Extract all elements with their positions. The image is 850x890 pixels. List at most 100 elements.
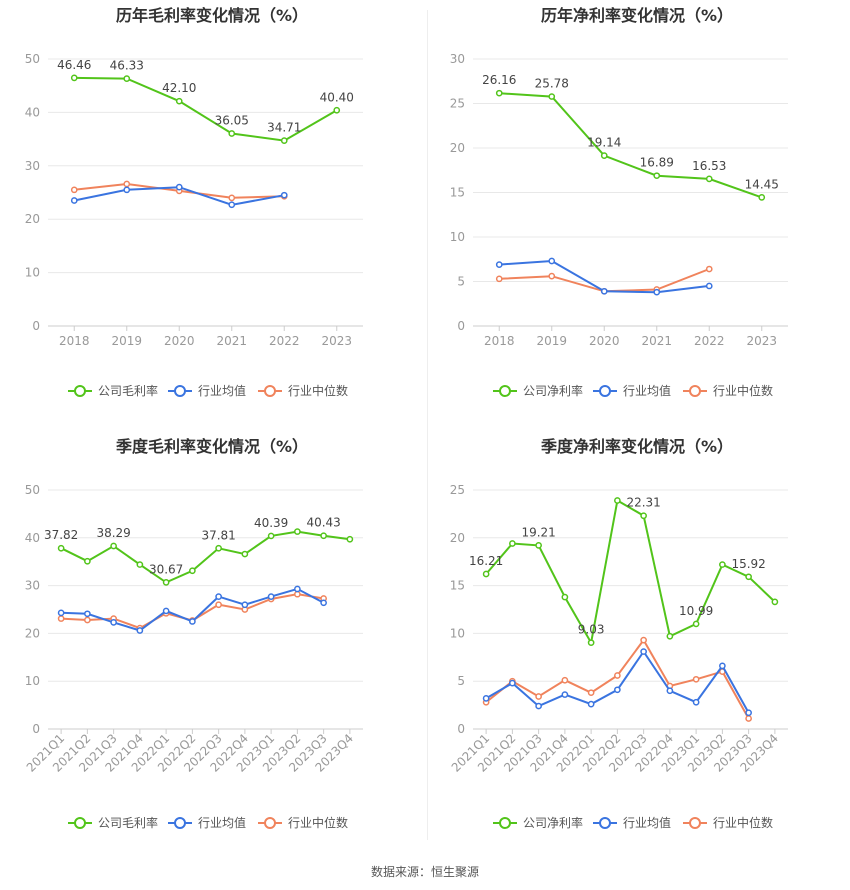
- y-tick-label: 0: [457, 319, 465, 333]
- data-point: [640, 636, 647, 644]
- data-point: [705, 282, 713, 290]
- legend-label: 行业中位数: [713, 383, 773, 398]
- legend-swatch-marker: [689, 817, 701, 829]
- data-label: 9.03: [578, 623, 605, 637]
- data-label: 40.40: [320, 90, 354, 104]
- series-line: [485, 649, 750, 714]
- data-label: 19.14: [587, 136, 621, 150]
- data-point: [320, 532, 327, 540]
- legend-label: 行业均值: [623, 383, 671, 398]
- legend-swatch-marker: [174, 817, 186, 829]
- data-point: [189, 618, 196, 625]
- y-tick-label: 50: [25, 52, 40, 66]
- x-tick-label: 2021: [641, 334, 672, 348]
- legend-label: 行业中位数: [713, 815, 773, 830]
- data-point: [548, 257, 556, 265]
- legend-label: 公司净利率: [523, 383, 583, 398]
- data-label: 26.16: [482, 73, 516, 87]
- data-point: [136, 627, 144, 634]
- data-point: [267, 532, 275, 540]
- data-point: [745, 715, 752, 722]
- legend-swatch-marker: [264, 385, 276, 397]
- x-tick-label: 2021: [216, 334, 247, 348]
- data-point: [587, 689, 595, 697]
- data-point: [692, 675, 700, 683]
- quarterly-net-margin-chart: 季度净利率变化情况（%） 0 5 10 15 20 25 2021Q1 2021Q2 2021Q3…: [425, 430, 850, 860]
- data-point: [294, 585, 301, 593]
- x-tick-label: 2022: [694, 334, 725, 348]
- y-tick-label: 30: [450, 52, 465, 66]
- x-tick-label: 2022: [269, 334, 300, 348]
- data-point: [70, 186, 78, 194]
- data-point: [162, 607, 170, 615]
- y-tick-label: 15: [450, 579, 465, 593]
- data-point: [123, 75, 131, 82]
- data-point: [719, 561, 726, 568]
- series-line: [60, 530, 351, 584]
- data-label: 38.29: [96, 526, 130, 540]
- data-label: 40.39: [254, 516, 288, 530]
- data-point: [614, 686, 621, 694]
- y-tick-label: 10: [25, 266, 40, 280]
- y-tick-label: 0: [32, 319, 40, 333]
- chart-svg: 历年毛利率变化情况（%） 0 10 20 30 40 50 2018 2019 2020 2021 2…: [25, 6, 363, 398]
- chart-title: 季度毛利率变化情况（%）: [115, 437, 308, 456]
- x-tick-label: 2020: [164, 334, 195, 348]
- data-label: 16.21: [469, 554, 503, 568]
- data-point: [705, 175, 713, 183]
- y-tick-label: 25: [450, 97, 465, 111]
- data-point: [758, 194, 766, 201]
- data-point: [228, 130, 236, 137]
- chart-title: 历年净利率变化情况（%）: [541, 6, 733, 25]
- data-point: [561, 676, 569, 684]
- data-point: [745, 709, 752, 717]
- data-label: 10.99: [679, 604, 713, 618]
- chart-title: 季度净利率变化情况（%）: [540, 437, 733, 456]
- data-point: [110, 542, 117, 550]
- data-point: [587, 700, 595, 708]
- y-tick-label: 30: [25, 159, 40, 173]
- y-tick-label: 30: [25, 579, 40, 593]
- series-line: [74, 76, 338, 142]
- data-point: [771, 598, 779, 606]
- data-point: [535, 542, 542, 549]
- legend-label: 行业均值: [198, 383, 246, 398]
- y-tick-label: 0: [32, 722, 40, 736]
- data-source-note: 数据来源：恒生聚源: [370, 865, 479, 879]
- legend-label: 行业中位数: [288, 815, 348, 830]
- y-tick-label: 0: [457, 722, 465, 736]
- y-tick-label: 10: [25, 674, 40, 688]
- data-point: [84, 610, 91, 618]
- legend-label: 行业中位数: [288, 383, 348, 398]
- data-point: [535, 693, 542, 700]
- legend-swatch-marker: [599, 817, 611, 829]
- data-point: [346, 535, 354, 543]
- data-point: [70, 74, 78, 82]
- data-label: 36.05: [215, 113, 249, 127]
- data-point: [189, 567, 196, 575]
- data-label: 42.10: [162, 81, 196, 95]
- y-tick-label: 15: [450, 186, 465, 200]
- data-point: [57, 544, 65, 552]
- data-point: [57, 615, 65, 622]
- data-point: [84, 616, 91, 624]
- data-point: [653, 172, 661, 180]
- data-point: [280, 191, 288, 199]
- data-point: [692, 698, 700, 706]
- y-tick-label: 10: [450, 230, 465, 244]
- data-label: 34.71: [267, 121, 301, 135]
- y-tick-label: 20: [25, 626, 40, 640]
- data-point: [175, 97, 183, 105]
- data-point: [719, 662, 726, 670]
- x-tick-label: 2018: [59, 334, 90, 348]
- data-point: [241, 550, 249, 558]
- data-point: [548, 272, 556, 280]
- data-point: [509, 540, 516, 547]
- data-point: [495, 89, 503, 97]
- data-label: 16.89: [640, 156, 674, 170]
- x-tick-label: 2019: [111, 334, 142, 348]
- data-point: [228, 201, 236, 209]
- data-label: 37.82: [44, 528, 78, 542]
- data-point: [640, 512, 647, 520]
- chart-svg: 历年净利率变化情况（%） 0 5 10 15 20 25 30 2018 2019 2020 2021…: [450, 6, 788, 398]
